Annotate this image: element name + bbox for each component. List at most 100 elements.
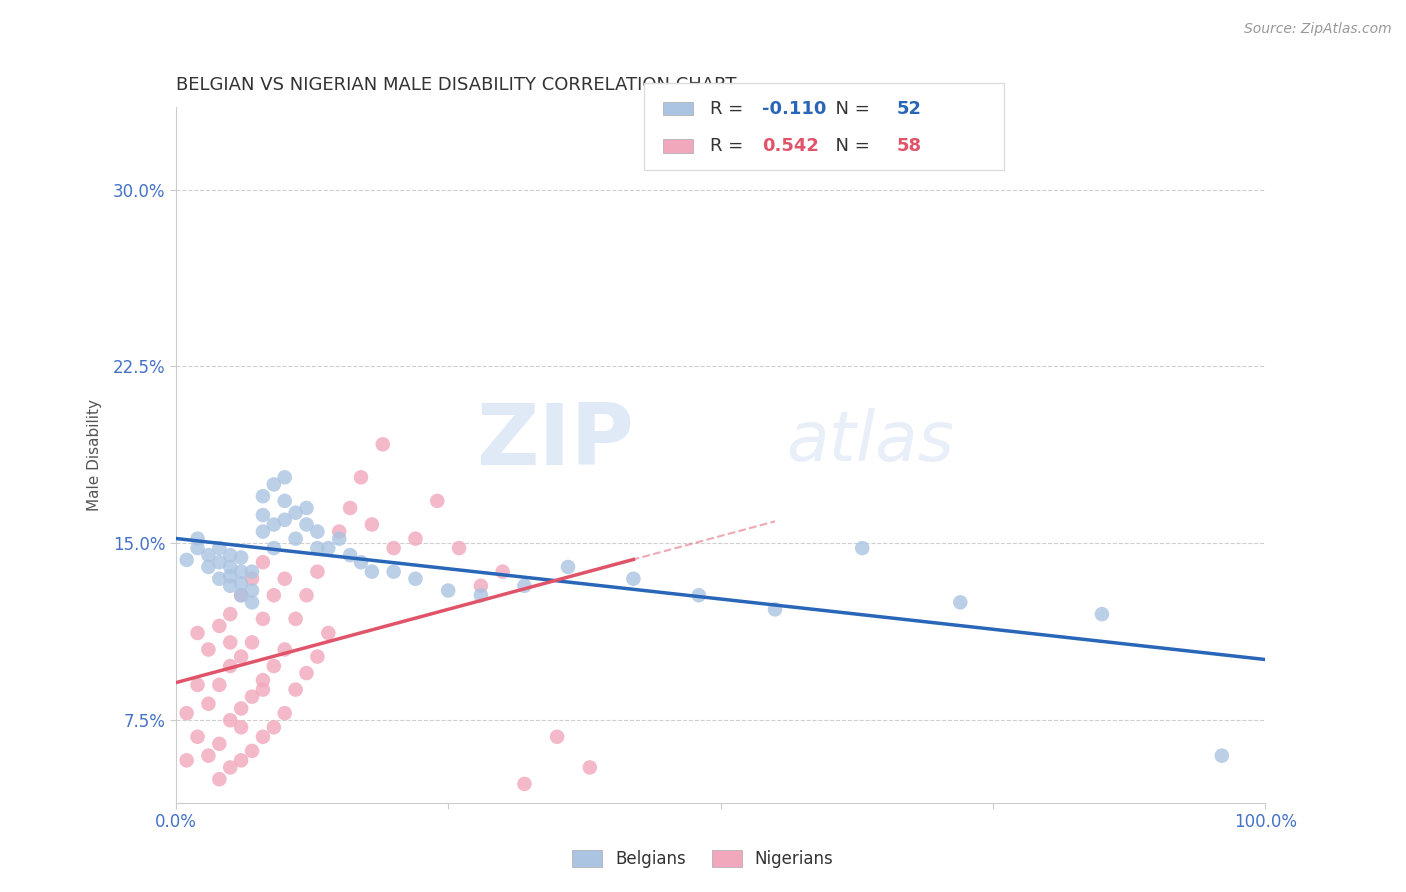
Legend: Belgians, Nigerians: Belgians, Nigerians [565,843,841,875]
Point [295,517,318,532]
Point [284,682,307,697]
Point [382,541,405,555]
Point [274,494,297,508]
Text: N =: N = [824,137,876,155]
Text: 0.542: 0.542 [762,137,818,155]
Point [688,588,710,602]
Point [307,565,329,579]
Point [513,777,536,791]
Point [197,697,219,711]
Point [263,720,285,734]
Point [263,588,285,602]
Point [339,500,361,515]
Point [186,730,209,744]
Point [263,659,285,673]
Point [176,706,198,721]
Point [274,642,297,657]
Point [186,678,209,692]
Point [371,437,394,451]
Point [186,626,209,640]
Point [208,541,231,555]
FancyBboxPatch shape [662,139,693,153]
Point [405,572,427,586]
Point [513,579,536,593]
Point [546,730,568,744]
Point [579,760,602,774]
Point [621,572,644,586]
Text: atlas: atlas [786,408,953,475]
Point [470,588,492,602]
Point [240,565,263,579]
Point [360,565,382,579]
Point [208,737,231,751]
Point [208,619,231,633]
Point [328,532,350,546]
Point [176,753,198,767]
Point [252,508,274,522]
Point [360,517,382,532]
Text: ZIP: ZIP [475,400,633,483]
Point [186,541,209,555]
Point [263,517,285,532]
Text: -0.110: -0.110 [762,100,827,118]
Point [295,588,318,602]
Point [295,666,318,681]
Point [350,470,373,484]
Point [231,588,253,602]
Point [219,713,242,727]
Point [219,579,242,593]
Point [274,572,297,586]
Point [1091,607,1114,621]
Point [252,489,274,503]
Point [284,532,307,546]
Point [208,572,231,586]
Text: 58: 58 [897,137,922,155]
Point [252,555,274,569]
Point [219,548,242,562]
Point [252,673,274,688]
Point [231,576,253,591]
Point [339,548,361,562]
Point [307,649,329,664]
Y-axis label: Male Disability: Male Disability [87,399,101,511]
Point [405,532,427,546]
Point [557,560,579,574]
Point [219,607,242,621]
Point [231,565,253,579]
Point [263,541,285,555]
Point [318,541,340,555]
Point [252,730,274,744]
Point [197,560,219,574]
Point [492,565,515,579]
Point [949,595,972,609]
Point [252,524,274,539]
Point [240,690,263,704]
Point [274,470,297,484]
Point [1211,748,1233,763]
Point [284,612,307,626]
Point [231,720,253,734]
Point [328,524,350,539]
Point [219,635,242,649]
Point [240,635,263,649]
Point [231,550,253,565]
Point [763,602,786,616]
FancyBboxPatch shape [662,102,693,115]
Point [197,748,219,763]
Point [274,706,297,721]
Point [231,649,253,664]
Point [240,583,263,598]
Point [382,565,405,579]
Point [176,553,198,567]
Point [240,595,263,609]
Point [350,555,373,569]
Point [295,500,318,515]
Point [208,772,231,787]
Text: 52: 52 [897,100,922,118]
Point [219,560,242,574]
Point [231,701,253,715]
Text: R =: R = [710,100,748,118]
Point [274,513,297,527]
Point [252,682,274,697]
Point [470,579,492,593]
